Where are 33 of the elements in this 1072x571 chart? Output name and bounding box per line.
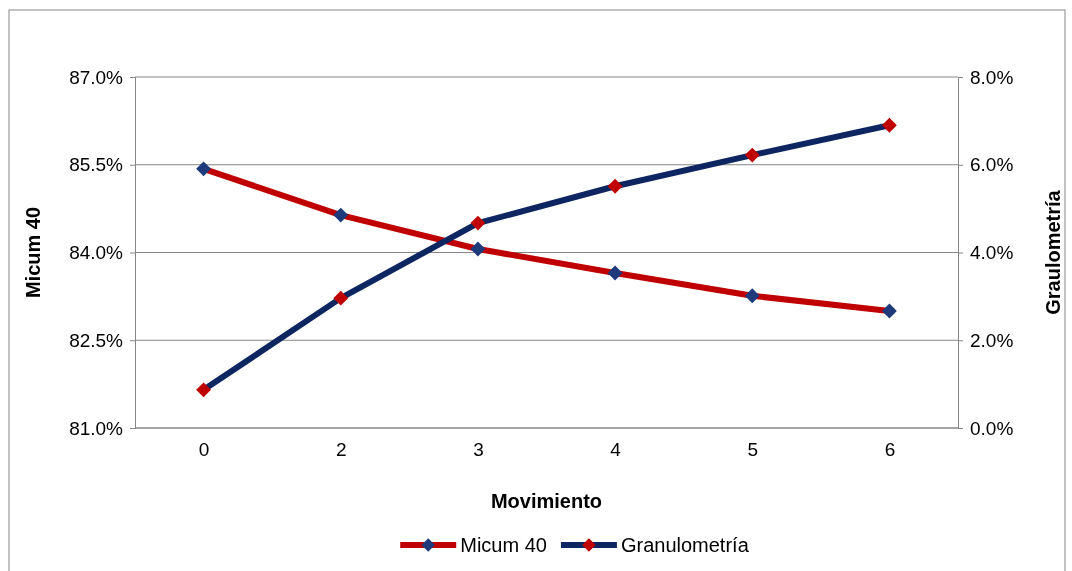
- y-tick-label: 85.5%: [69, 154, 124, 176]
- x-tick-label: 0: [198, 438, 210, 460]
- y2-axis-title: Graulometría: [1042, 189, 1064, 315]
- point: [333, 207, 349, 223]
- y-tick-label: 84.0%: [69, 242, 124, 264]
- y2-tick-label: 2.0%: [970, 329, 1014, 351]
- point: [744, 147, 760, 163]
- point: [607, 265, 623, 281]
- legend-label: Granulometría: [620, 534, 750, 556]
- y2-tick-label: 4.0%: [970, 242, 1014, 264]
- x-tick-label: 5: [747, 438, 759, 460]
- point: [607, 178, 623, 194]
- y2-tick-label: 8.0%: [970, 66, 1014, 88]
- point: [744, 288, 760, 304]
- x-tick-label: 6: [884, 438, 896, 460]
- point: [196, 161, 211, 177]
- point: [882, 303, 897, 319]
- point: [470, 241, 486, 257]
- x-tick-label: 3: [473, 438, 484, 460]
- point: [333, 290, 349, 306]
- x-axis-title: Movimiento: [490, 490, 603, 512]
- y2-tick-label: 0.0%: [970, 417, 1014, 439]
- x-tick-label: 2: [335, 438, 347, 460]
- y-tick-label: 87.0%: [69, 66, 124, 88]
- y-tick-label: 82.5%: [69, 329, 124, 351]
- legend-label: Micum 40: [460, 534, 547, 556]
- y2-tick-label: 6.0%: [970, 154, 1014, 176]
- y-axis-title: Micum 40: [22, 206, 44, 299]
- point: [882, 117, 897, 133]
- x-tick-label: 4: [610, 438, 622, 460]
- point: [196, 382, 211, 398]
- point: [470, 215, 486, 231]
- y-tick-label: 81.0%: [69, 417, 124, 439]
